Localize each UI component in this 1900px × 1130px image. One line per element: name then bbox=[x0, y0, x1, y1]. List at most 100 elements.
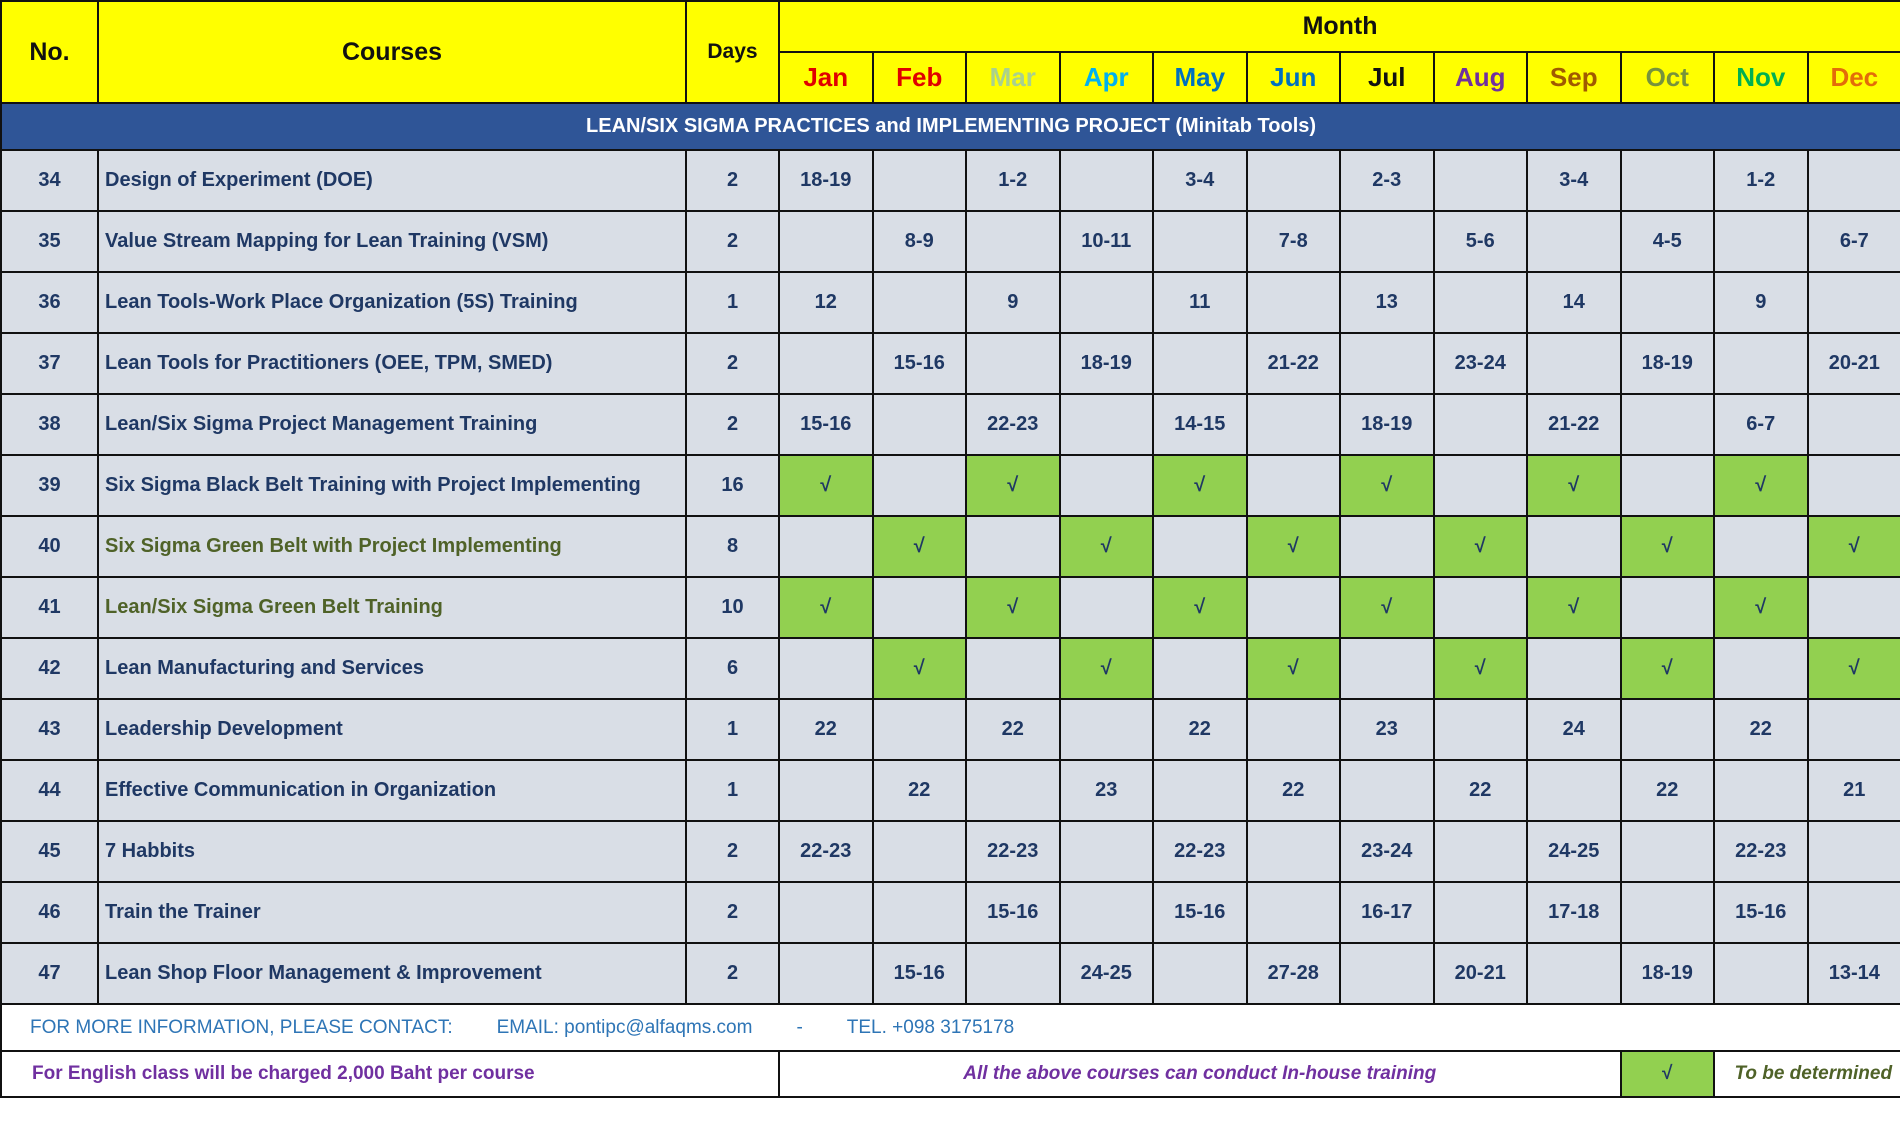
month-cell: 10-11 bbox=[1058, 210, 1154, 273]
month-cell bbox=[1619, 820, 1715, 883]
header-month: Month bbox=[777, 0, 1900, 53]
month-cell: 15-16 bbox=[965, 881, 1061, 944]
month-cell bbox=[1432, 881, 1528, 944]
course-days: 10 bbox=[685, 576, 780, 639]
month-cell bbox=[1526, 515, 1622, 578]
month-cell bbox=[1058, 881, 1154, 944]
month-cell: 24 bbox=[1526, 698, 1622, 761]
section-row: LEAN/SIX SIGMA PRACTICES and IMPLEMENTIN… bbox=[0, 102, 1900, 151]
month-cell: √ bbox=[1432, 637, 1528, 700]
month-cell: 11 bbox=[1152, 271, 1248, 334]
month-label: Nov bbox=[1713, 51, 1809, 104]
month-cell: √ bbox=[1526, 576, 1622, 639]
month-cell: 3-4 bbox=[1152, 149, 1248, 212]
month-cell: 20-21 bbox=[1432, 942, 1528, 1005]
course-name: Lean Tools-Work Place Organization (5S) … bbox=[97, 271, 687, 334]
month-cell: √ bbox=[1432, 515, 1528, 578]
month-cell: 6-7 bbox=[1713, 393, 1809, 456]
month-cell bbox=[778, 637, 874, 700]
month-cell bbox=[1432, 820, 1528, 883]
month-cell bbox=[1713, 332, 1809, 395]
month-cell: √ bbox=[1339, 454, 1435, 517]
month-cell bbox=[1339, 759, 1435, 822]
month-cell bbox=[965, 210, 1061, 273]
month-cell: 22 bbox=[1713, 698, 1809, 761]
course-no: 41 bbox=[0, 576, 99, 639]
course-no: 39 bbox=[0, 454, 99, 517]
month-cell bbox=[1713, 515, 1809, 578]
month-cell bbox=[1152, 332, 1248, 395]
course-row: 36 Lean Tools-Work Place Organization (5S… bbox=[0, 271, 1900, 334]
month-label: Jan bbox=[778, 51, 874, 104]
course-days: 2 bbox=[685, 210, 780, 273]
course-name: Design of Experiment (DOE) bbox=[97, 149, 687, 212]
month-cell: 18-19 bbox=[1339, 393, 1435, 456]
course-name: Lean Shop Floor Management & Improvement bbox=[97, 942, 687, 1005]
course-name: Lean/Six Sigma Green Belt Training bbox=[97, 576, 687, 639]
month-cell: 21 bbox=[1806, 759, 1900, 822]
month-cell: √ bbox=[1245, 515, 1341, 578]
month-cell: √ bbox=[1245, 637, 1341, 700]
month-cell: 18-19 bbox=[1619, 942, 1715, 1005]
month-cell: 24-25 bbox=[1058, 942, 1154, 1005]
month-cell: 22-23 bbox=[1713, 820, 1809, 883]
month-cell bbox=[1245, 698, 1341, 761]
course-no: 38 bbox=[0, 393, 99, 456]
footer-note-row: For English class will be charged 2,000 … bbox=[0, 1050, 1900, 1098]
course-days: 8 bbox=[685, 515, 780, 578]
month-cell bbox=[1152, 942, 1248, 1005]
course-no: 44 bbox=[0, 759, 99, 822]
course-no: 45 bbox=[0, 820, 99, 883]
course-days: 1 bbox=[685, 698, 780, 761]
month-cell: √ bbox=[1152, 576, 1248, 639]
month-cell: 22 bbox=[871, 759, 967, 822]
inhouse-note: All the above courses can conduct In-hou… bbox=[778, 1050, 1622, 1098]
month-cell bbox=[1339, 942, 1435, 1005]
month-cell: √ bbox=[871, 515, 967, 578]
course-days: 2 bbox=[685, 881, 780, 944]
course-no: 36 bbox=[0, 271, 99, 334]
month-cell bbox=[778, 332, 874, 395]
month-cell bbox=[1806, 393, 1900, 456]
month-cell bbox=[1058, 820, 1154, 883]
course-row: 41 Lean/Six Sigma Green Belt Training 10 √ √… bbox=[0, 576, 1900, 639]
month-cell bbox=[1058, 454, 1154, 517]
month-cell: √ bbox=[1713, 576, 1809, 639]
month-label: Dec bbox=[1806, 51, 1900, 104]
course-days: 2 bbox=[685, 332, 780, 395]
month-cell: 15-16 bbox=[1713, 881, 1809, 944]
course-row: 39 Six Sigma Black Belt Training with Pro… bbox=[0, 454, 1900, 517]
month-cell: √ bbox=[778, 454, 874, 517]
header-row: No. Courses Days Month bbox=[0, 0, 1900, 104]
month-cell: √ bbox=[1806, 515, 1900, 578]
month-cell bbox=[871, 454, 967, 517]
course-no: 40 bbox=[0, 515, 99, 578]
month-cell: 27-28 bbox=[1245, 942, 1341, 1005]
course-row: 46 Train the Trainer 2 15-16 15-16 16-17 17-18… bbox=[0, 881, 1900, 944]
month-label: Feb bbox=[871, 51, 967, 104]
month-cell bbox=[1245, 881, 1341, 944]
month-cell: √ bbox=[1619, 515, 1715, 578]
month-cell: 6-7 bbox=[1806, 210, 1900, 273]
month-cell: 13-14 bbox=[1806, 942, 1900, 1005]
month-cell: √ bbox=[965, 454, 1061, 517]
month-cell bbox=[1339, 210, 1435, 273]
month-cell: 15-16 bbox=[1152, 881, 1248, 944]
month-cell bbox=[1806, 698, 1900, 761]
month-cell: 14 bbox=[1526, 271, 1622, 334]
month-cell bbox=[1058, 698, 1154, 761]
month-cell: 22 bbox=[1432, 759, 1528, 822]
month-cell: 15-16 bbox=[871, 332, 967, 395]
course-name: Lean Manufacturing and Services bbox=[97, 637, 687, 700]
header-courses: Courses bbox=[97, 0, 687, 104]
month-cell bbox=[1526, 332, 1622, 395]
month-cell bbox=[1339, 332, 1435, 395]
month-cell: 23-24 bbox=[1339, 820, 1435, 883]
month-cell bbox=[1619, 454, 1715, 517]
month-cell bbox=[1806, 454, 1900, 517]
course-row: 42 Lean Manufacturing and Services 6 √ √ √ √ √ √ bbox=[0, 637, 1900, 700]
month-cell bbox=[1058, 576, 1154, 639]
month-cell bbox=[1713, 759, 1809, 822]
month-cell: √ bbox=[871, 637, 967, 700]
month-cell: 14-15 bbox=[1152, 393, 1248, 456]
